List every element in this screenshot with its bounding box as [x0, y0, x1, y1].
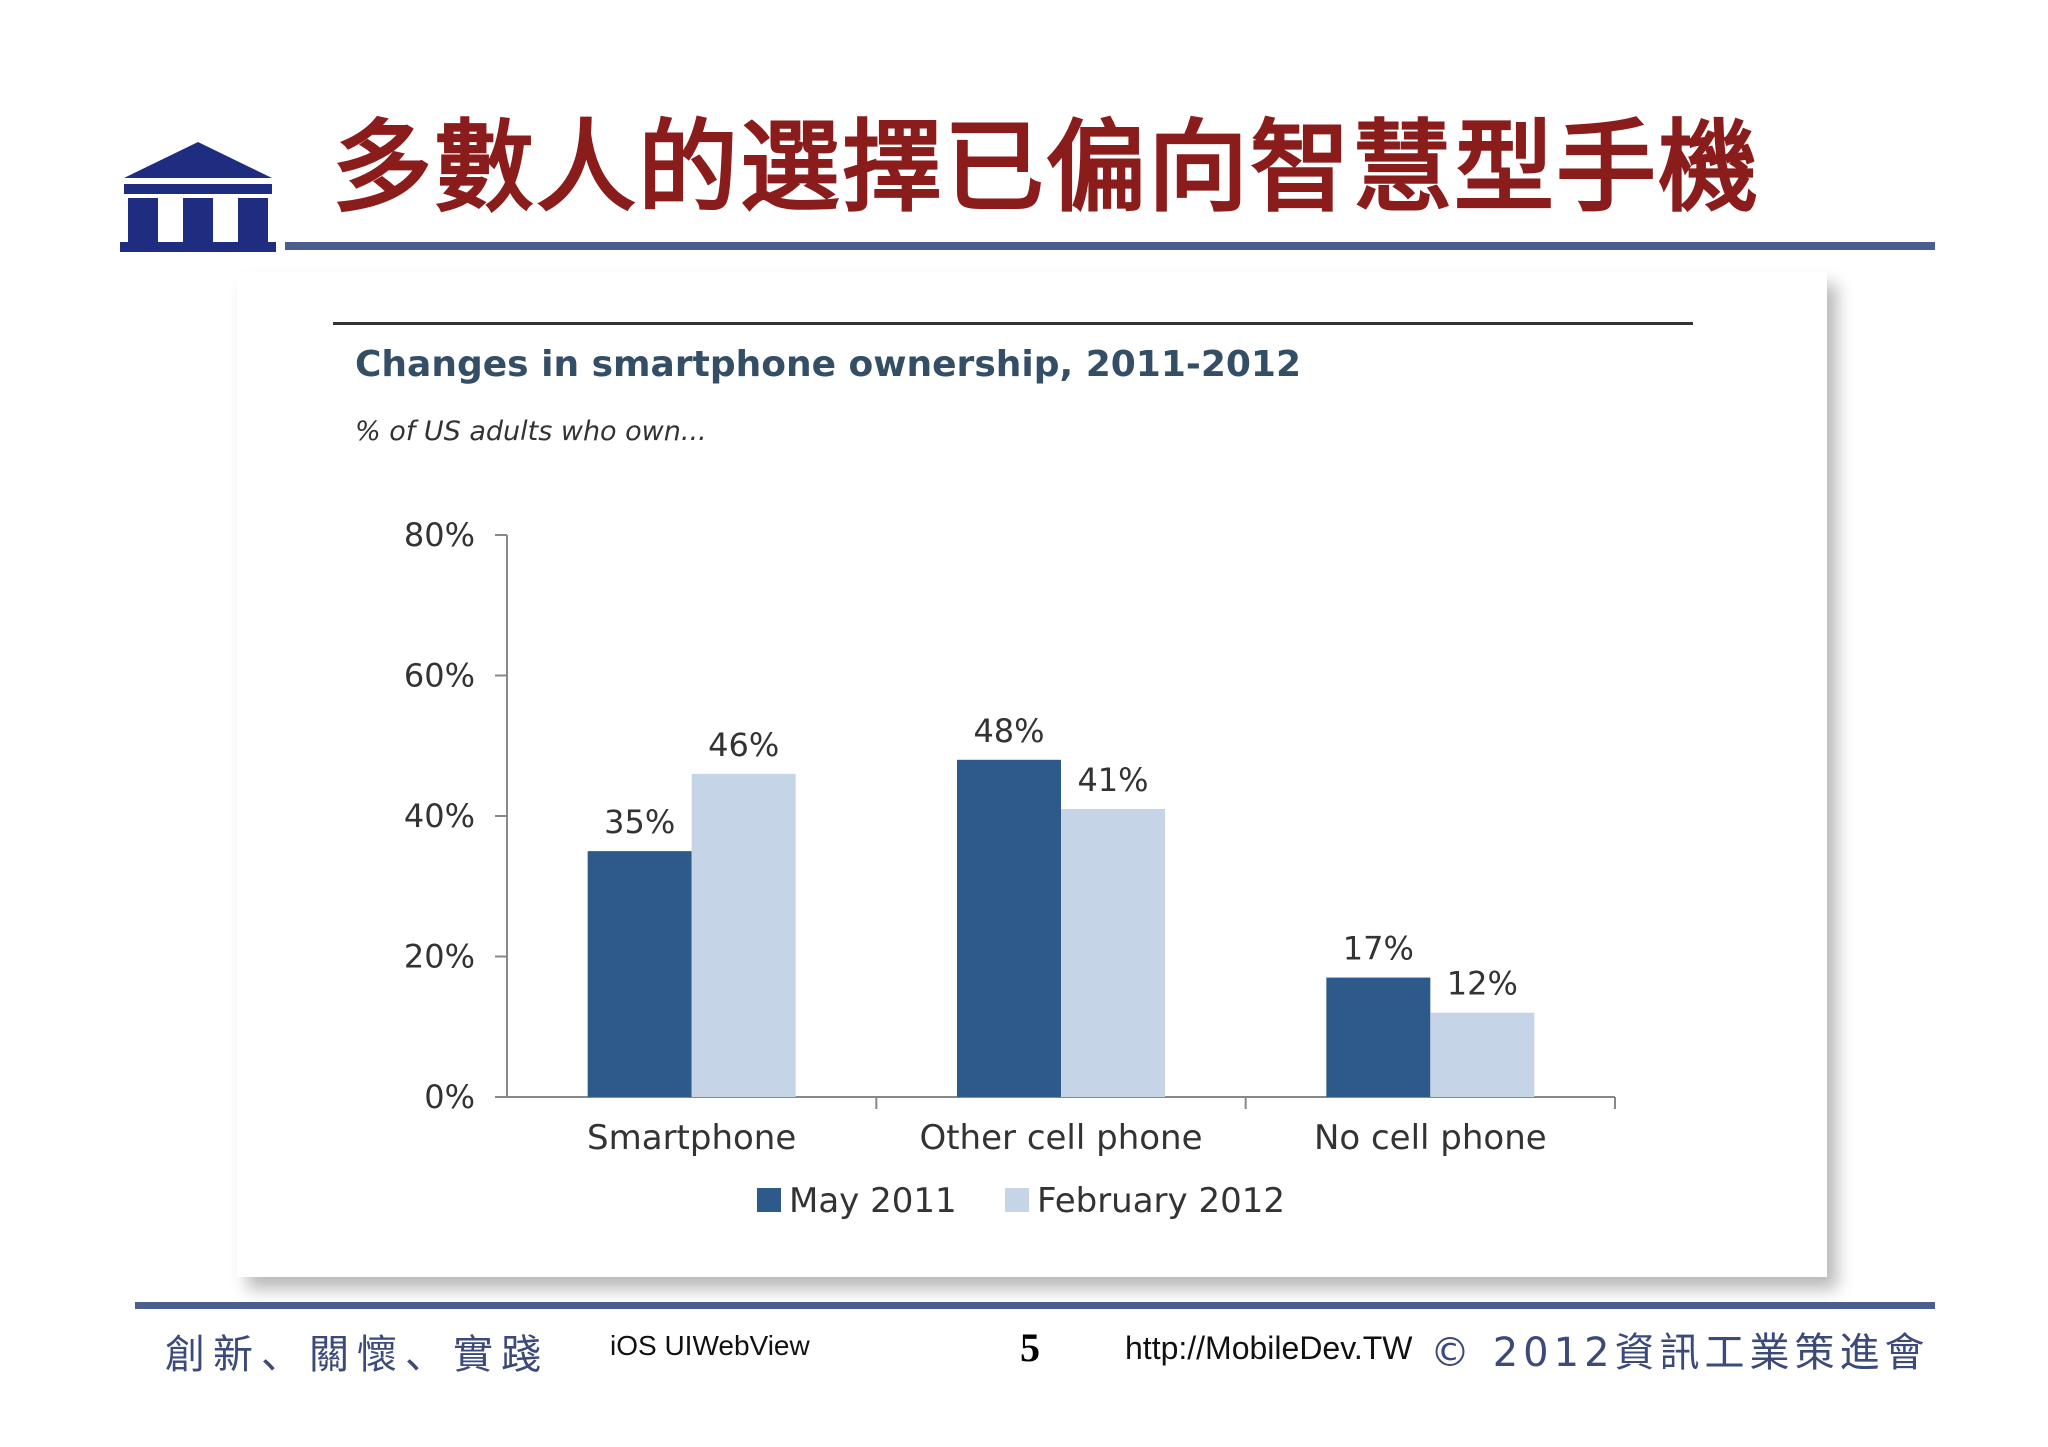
data-label: 41% [1077, 761, 1148, 799]
data-label: 12% [1447, 965, 1518, 1003]
data-label: 17% [1343, 930, 1414, 968]
slide-title: 多數人的選擇已偏向智慧型手機 [332, 109, 1760, 226]
bar [957, 759, 1061, 1097]
legend-swatch [1005, 1188, 1029, 1212]
logo-roof [124, 142, 272, 178]
y-tick-label: 20% [404, 938, 475, 976]
legend-label: February 2012 [1037, 1181, 1285, 1221]
data-label: 46% [708, 726, 779, 764]
bar-chart: 0% 20% 40% 60% 80% 35% 46% Smartphone 48% 41% Othe… [404, 516, 1616, 1221]
footer-copyright: © 2012資訊工業策進會 [1430, 1330, 1930, 1376]
y-tick-label: 40% [404, 797, 475, 835]
footer-motto: 創新、關懷、實踐 [165, 1332, 549, 1378]
x-tick-label: Other cell phone [919, 1118, 1202, 1158]
logo-beam [124, 184, 272, 194]
legend-label: May 2011 [789, 1181, 957, 1221]
logo-pillar-left [128, 198, 158, 242]
x-tick-label: No cell phone [1314, 1118, 1547, 1158]
title-divider [285, 242, 1935, 250]
y-tick-label: 60% [404, 657, 475, 695]
data-label: 48% [973, 712, 1044, 750]
footer-divider [135, 1302, 1935, 1309]
bar [1061, 808, 1165, 1097]
bar [1326, 977, 1431, 1097]
data-label: 35% [604, 803, 675, 841]
bar [587, 851, 692, 1097]
logo-pillar-right [238, 198, 268, 242]
bar [1430, 1012, 1535, 1097]
chart-card: Changes in smartphone ownership, 2011-20… [237, 272, 1827, 1277]
x-tick-label: Smartphone [587, 1118, 796, 1158]
chart-top-rule [333, 322, 1693, 325]
logo-pillar-center [183, 198, 213, 242]
footer-topic: iOS UIWebView [610, 1330, 810, 1361]
page-number: 5 [1020, 1325, 1040, 1370]
bar [691, 773, 796, 1097]
y-tick-label: 80% [404, 516, 475, 554]
legend-swatch [757, 1188, 781, 1212]
logo-base [120, 242, 276, 252]
footer-url[interactable]: http://MobileDev.TW [1125, 1330, 1413, 1366]
y-tick-label: 0% [424, 1078, 475, 1116]
institute-building-logo [120, 142, 276, 252]
chart-title: Changes in smartphone ownership, 2011-20… [355, 344, 1302, 385]
chart-subtitle: % of US adults who own... [355, 416, 707, 447]
